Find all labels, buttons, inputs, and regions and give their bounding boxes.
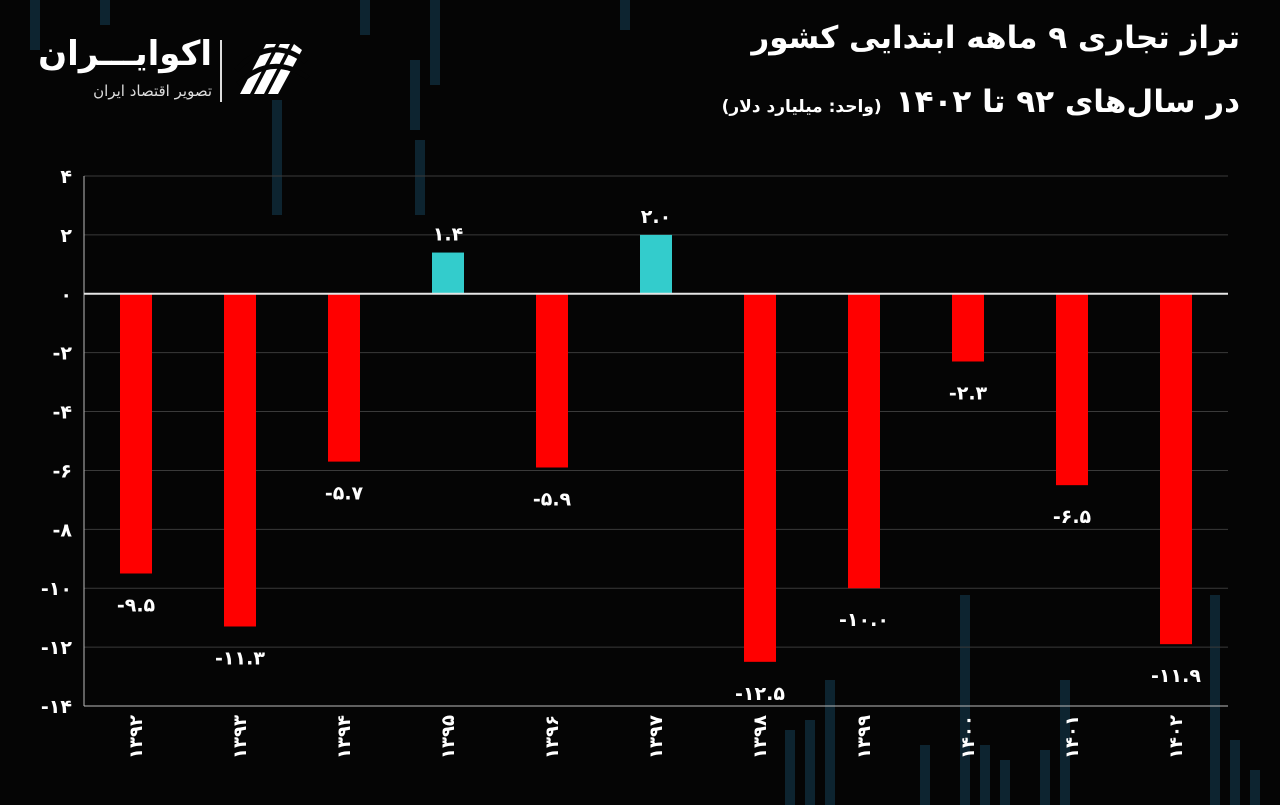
x-tick-label: ۱۳۹۶	[542, 715, 563, 759]
brand-mark-icon	[234, 44, 310, 94]
chart-subtitle: در سال‌های ۹۲ تا ۱۴۰۲ (واحد: میلیارد دلار…	[722, 84, 1240, 120]
y-tick-label: -۶	[53, 460, 72, 482]
data-label: -۱۱.۹	[1151, 665, 1201, 687]
x-tick-label: ۱۳۹۷	[646, 715, 667, 759]
y-tick-label: -۲	[53, 343, 73, 365]
data-label: -۱۱.۳	[215, 648, 265, 670]
y-tick-label: -۱۰	[41, 578, 72, 600]
bar	[432, 252, 464, 294]
x-tick-label: ۱۳۹۲	[126, 715, 147, 759]
x-tick-label: ۱۳۹۳	[230, 715, 251, 759]
x-tick-label: ۱۴۰۰	[958, 715, 979, 759]
x-tick-label: ۱۳۹۹	[854, 715, 875, 759]
x-tick-label: ۱۳۹۴	[334, 715, 355, 759]
bar	[120, 293, 152, 574]
bar	[952, 293, 984, 362]
y-tick-label: ۴	[60, 166, 72, 188]
data-label: -۱۰.۰	[839, 609, 889, 631]
chart-subtitle-text: در سال‌های ۹۲ تا ۱۴۰۲	[895, 84, 1240, 120]
logo-divider	[220, 40, 222, 102]
data-label: ۱.۴	[433, 224, 463, 246]
x-tick-label: ۱۴۰۱	[1062, 715, 1083, 759]
unit-label: (واحد: میلیارد دلار)	[721, 97, 882, 117]
y-tick-label: ۰	[60, 284, 72, 306]
bar	[1160, 293, 1192, 645]
bar	[640, 234, 672, 294]
y-tick-label: -۱۲	[41, 637, 72, 659]
brand-tagline: تصویر اقتصاد ایران	[93, 82, 212, 100]
x-tick-label: ۱۳۹۸	[750, 715, 771, 759]
x-tick-label: ۱۴۰۲	[1166, 715, 1187, 759]
brand-logo: اکوایـــران تصویر اقتصاد ایران	[38, 30, 310, 110]
x-tick-label: ۱۳۹۵	[438, 715, 459, 759]
bar	[328, 293, 360, 462]
bar	[536, 293, 568, 468]
data-label: -۹.۵	[117, 595, 156, 617]
bar	[744, 293, 776, 662]
data-label: ۲.۰	[641, 206, 671, 228]
data-label: -۶.۵	[1053, 506, 1092, 528]
brand-name: اکوایـــران	[38, 34, 212, 74]
y-tick-label: -۱۴	[41, 696, 72, 718]
bar	[848, 293, 880, 589]
data-label: -۲.۳	[949, 383, 988, 405]
bar	[1056, 293, 1088, 486]
y-tick-label: -۴	[53, 402, 72, 424]
data-label: -۱۲.۵	[735, 683, 785, 705]
y-tick-label: ۲	[60, 225, 72, 247]
chart-title: تراز تجاری ۹ ماهه ابتدایی کشور	[751, 20, 1240, 56]
data-label: -۵.۷	[325, 483, 364, 505]
data-label: -۵.۹	[533, 489, 572, 511]
bar	[224, 293, 256, 627]
y-tick-label: -۸	[53, 519, 73, 541]
